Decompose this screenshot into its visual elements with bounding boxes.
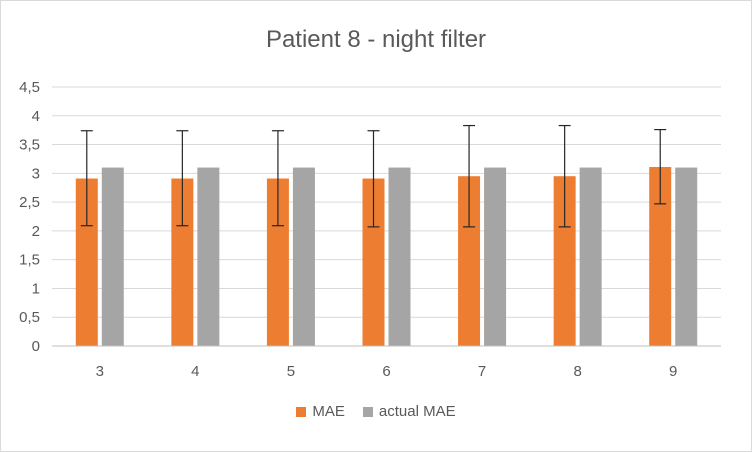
- y-tick-label: 4: [32, 108, 40, 125]
- bar-mae: [553, 176, 576, 346]
- x-tick-label: 9: [669, 363, 677, 380]
- x-tick-label: 7: [478, 363, 486, 380]
- legend-swatch-mae: [296, 406, 307, 417]
- bar-mae: [266, 178, 289, 346]
- y-tick-label: 4,5: [19, 79, 40, 96]
- bar-actual-mae: [675, 167, 698, 346]
- legend: MAE actual MAE: [0, 403, 752, 420]
- bar-mae: [362, 178, 385, 346]
- bar-actual-mae: [101, 167, 124, 346]
- y-tick-label: 1: [32, 280, 40, 297]
- bar-actual-mae: [197, 167, 220, 346]
- y-tick-label: 2: [32, 223, 40, 240]
- y-tick-label: 0: [32, 338, 40, 355]
- legend-item-actual-mae: actual MAE: [362, 403, 456, 420]
- y-tick-label: 3: [32, 165, 40, 182]
- y-tick-label: 0,5: [19, 309, 40, 326]
- legend-label-mae: MAE: [312, 403, 345, 420]
- y-tick-label: 2,5: [19, 194, 40, 211]
- x-tick-label: 8: [573, 363, 581, 380]
- bar-actual-mae: [579, 167, 602, 346]
- chart-title: Patient 8 - night filter: [265, 26, 487, 53]
- bar-mae: [171, 178, 194, 346]
- x-tick-label: 3: [96, 363, 104, 380]
- legend-swatch-actual-mae: [362, 406, 373, 417]
- legend-label-actual-mae: actual MAE: [378, 403, 456, 420]
- bar-actual-mae: [388, 167, 411, 346]
- bar-actual-mae: [484, 167, 507, 346]
- x-tick-label: 5: [287, 363, 295, 380]
- bar-actual-mae: [292, 167, 315, 346]
- y-tick-label: 3,5: [19, 137, 40, 154]
- x-tick-label: 4: [191, 363, 199, 380]
- bar-mae: [649, 167, 672, 346]
- y-tick-label: 1,5: [19, 252, 40, 269]
- legend-item-mae: MAE: [296, 403, 345, 420]
- bar-mae: [458, 176, 481, 346]
- bar-mae: [75, 178, 98, 346]
- x-tick-label: 6: [382, 363, 390, 380]
